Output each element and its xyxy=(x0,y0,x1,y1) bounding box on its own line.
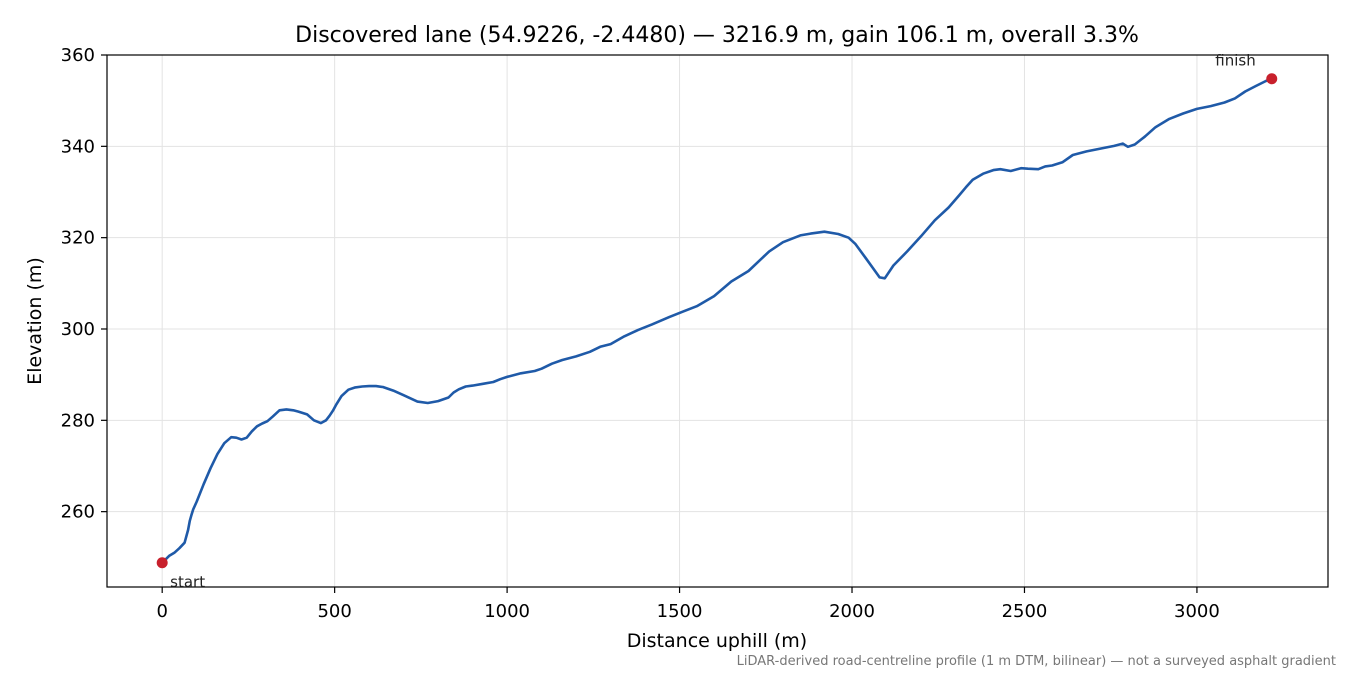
chart-title: Discovered lane (54.9226, -2.4480) — 321… xyxy=(295,23,1139,48)
elevation-line xyxy=(160,77,1273,565)
y-axis-label: Elevation (m) xyxy=(24,257,46,385)
x-tick-label: 2500 xyxy=(1002,601,1048,622)
y-tick-label: 340 xyxy=(61,136,95,157)
series-layer xyxy=(160,77,1273,565)
grid-lines xyxy=(107,54,1328,587)
x-tick-label: 0 xyxy=(156,601,167,622)
start-marker xyxy=(156,557,168,569)
finish-label: finish xyxy=(1215,52,1255,70)
x-axis-label: Distance uphill (m) xyxy=(627,630,807,652)
tick-layer: 0 500 1000 1500 2000 2500 3000 260 280 300 320 340 3… xyxy=(61,45,1220,622)
footnote: LiDAR-derived road-centreline profile (1… xyxy=(737,654,1336,669)
plot-frame xyxy=(106,54,1329,588)
y-tick-label: 280 xyxy=(61,410,95,431)
y-tick-label: 360 xyxy=(61,45,95,66)
x-tick-label: 1500 xyxy=(657,601,703,622)
y-tick-label: 320 xyxy=(61,228,95,249)
y-tick-label: 300 xyxy=(61,319,95,340)
y-tick-label: 260 xyxy=(61,502,95,523)
finish-marker xyxy=(1266,73,1278,85)
annotation-layer: start finish xyxy=(156,52,1278,591)
x-tick-label: 2000 xyxy=(829,601,875,622)
x-tick-label: 500 xyxy=(317,601,351,622)
x-tick-label: 1000 xyxy=(484,601,530,622)
x-tick-label: 3000 xyxy=(1174,601,1220,622)
start-label: start xyxy=(170,573,205,591)
